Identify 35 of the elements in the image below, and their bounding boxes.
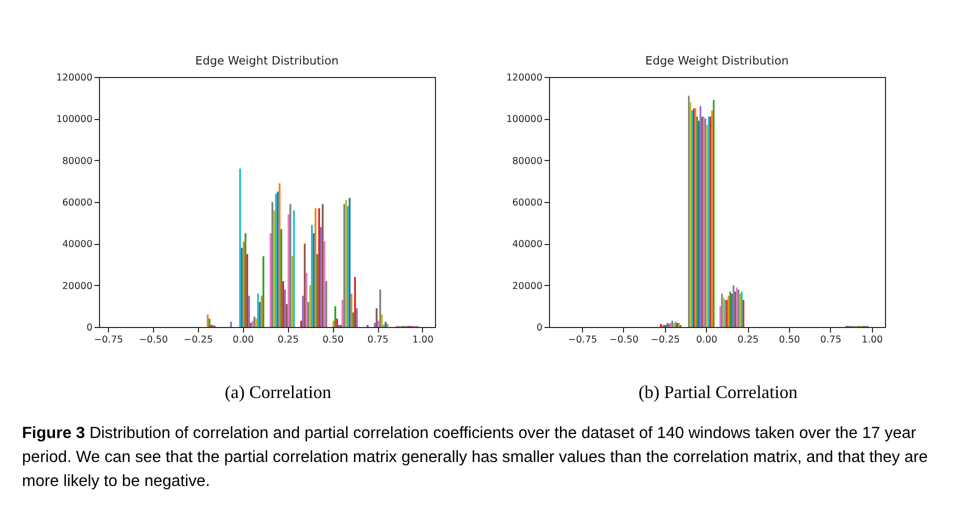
y-tick-label: 100000: [56, 114, 92, 126]
x-tick-label: −0.50: [138, 334, 168, 346]
text: (b) Partial Correlation: [638, 382, 798, 403]
x-tick-label: −0.50: [609, 334, 639, 346]
y-tick-label: 60000: [512, 198, 542, 208]
y-tick-label: 0: [536, 322, 542, 334]
chart-title: Edge Weight Distribution: [645, 54, 789, 68]
x-tick-label: 1.00: [862, 334, 883, 346]
y-tick-label: 80000: [512, 156, 542, 167]
text: (a) Correlation: [224, 382, 332, 403]
x-tick-label: 0.75: [820, 334, 842, 346]
y-tick-label: 60000: [62, 198, 92, 208]
y-tick-label: 20000: [62, 280, 92, 292]
y-tick-label: 100000: [506, 114, 542, 126]
y-tick-label: 120000: [56, 72, 92, 84]
x-tick-label: −0.75: [94, 334, 124, 346]
chart-title: Edge Weight Distribution: [195, 54, 339, 68]
x-tick-label: −0.75: [568, 334, 598, 346]
y-tick-label: 0: [86, 322, 92, 334]
y-tick-label: 20000: [512, 280, 542, 292]
x-tick-label: 0.00: [232, 334, 254, 346]
x-tick-label: 0.25: [278, 334, 299, 346]
x-tick-label: 0.00: [696, 334, 718, 346]
x-tick-label: −0.25: [184, 334, 213, 346]
y-tick-label: 80000: [62, 156, 92, 167]
x-tick-label: −0.25: [650, 334, 680, 346]
x-tick-label: 1.00: [412, 334, 434, 346]
x-tick-label: 0.50: [322, 334, 344, 346]
y-tick-label: 40000: [512, 239, 542, 250]
x-tick-label: 0.50: [778, 334, 800, 346]
caption: Figure 3 Distribution of correlation and partial correlation coefficients over the dataset of 140 windows taken over the 17 year period. We can see that the partial correlation matrix generally has smaller values than the correlation matrix, and that they are more likely to be negative.: [22, 423, 929, 492]
y-tick-label: 40000: [62, 239, 92, 250]
y-tick-label: 120000: [506, 72, 542, 84]
x-tick-label: 0.25: [738, 334, 759, 346]
x-tick-label: 0.75: [367, 334, 389, 346]
